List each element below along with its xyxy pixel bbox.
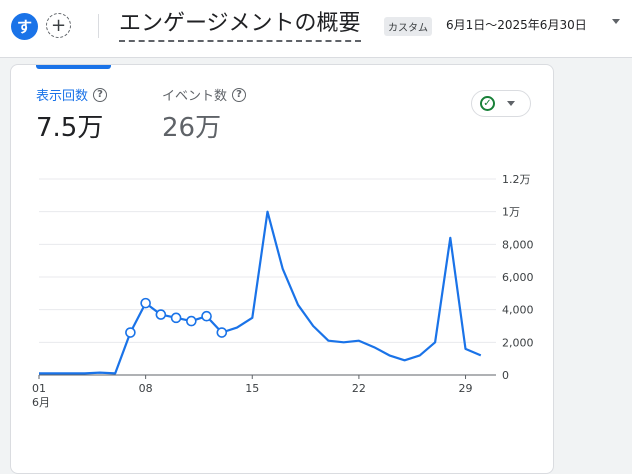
x-tick-label: 15 <box>245 382 259 395</box>
y-tick-label: 1.2万 <box>502 173 531 186</box>
engagement-card: 表示回数 ? 7.5万 イベント数 ? 26万 ✓ 0 2,000 4,000 6,0… <box>10 64 554 474</box>
y-tick-label: 1万 <box>502 206 520 219</box>
data-point <box>216 327 228 338</box>
y-tick-label: 4,000 <box>502 304 534 317</box>
page-title[interactable]: エンゲージメントの概要 <box>119 10 361 42</box>
plus-icon[interactable]: + <box>46 13 71 38</box>
metric-label: イベント数 ? <box>162 85 247 104</box>
metric-value: 7.5万 <box>36 113 104 143</box>
y-tick-label: 2,000 <box>502 336 534 349</box>
avatar[interactable]: す <box>11 13 38 40</box>
date-range-label[interactable]: 6月1日～2025年6月30日 <box>446 18 587 32</box>
selected-metric-indicator <box>36 65 111 69</box>
help-circle-icon[interactable]: ? <box>93 87 108 102</box>
data-point <box>170 312 182 324</box>
top-bar: す + エンゲージメントの概要 カスタム 6月1日～2025年6月30日 <box>0 0 632 57</box>
metric-events[interactable]: イベント数 ? 26万 <box>162 85 247 144</box>
y-tick-label: 8,000 <box>502 238 534 251</box>
divider <box>98 14 99 38</box>
series-line <box>39 210 482 375</box>
data-point <box>201 310 212 322</box>
chevron-down-icon[interactable] <box>612 19 620 24</box>
status-dropdown[interactable]: ✓ <box>471 90 531 117</box>
x-tick-label: 29 <box>459 382 473 395</box>
divider <box>0 57 632 58</box>
metric-value: 26万 <box>162 113 222 143</box>
metric-views[interactable]: 表示回数 ? 7.5万 <box>36 85 108 144</box>
data-point <box>155 309 167 320</box>
check-circle-icon: ✓ <box>480 96 495 111</box>
data-point <box>125 327 136 338</box>
x-tick-label: 01 <box>32 382 46 395</box>
metric-label-text: 表示回数 <box>36 89 89 104</box>
data-point <box>140 297 151 309</box>
x-tick-label: 22 <box>352 382 366 395</box>
y-tick-label: 0 <box>502 369 509 382</box>
metric-label: 表示回数 ? <box>36 85 108 104</box>
y-tick-label: 6,000 <box>502 271 534 284</box>
date-preset-chip[interactable]: カスタム <box>384 17 432 36</box>
x-tick-sublabel: 6月 <box>32 396 50 409</box>
help-circle-icon[interactable]: ? <box>232 87 247 102</box>
metric-label-text: イベント数 <box>162 89 228 104</box>
data-point <box>186 315 197 327</box>
chevron-down-icon <box>507 101 515 106</box>
x-tick-label: 08 <box>139 382 153 395</box>
